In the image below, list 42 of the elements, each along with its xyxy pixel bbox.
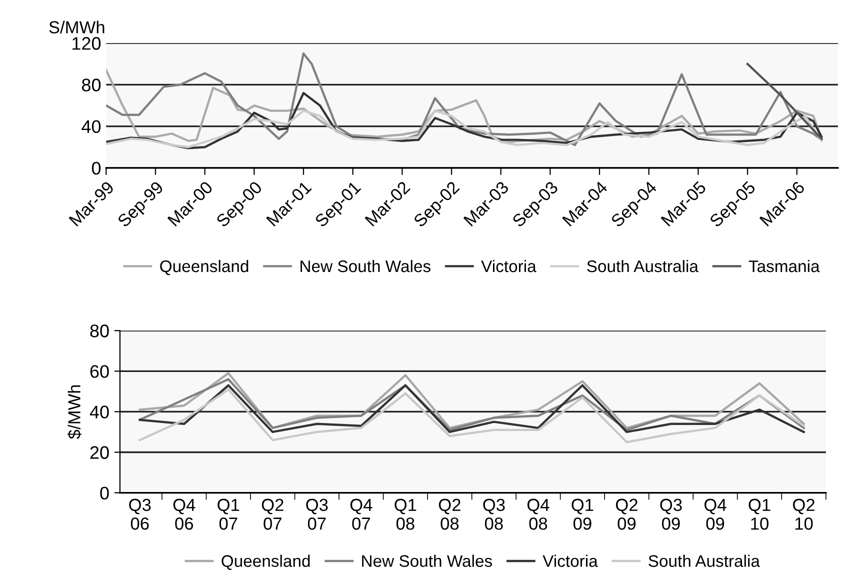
y-tick-label: 40 — [82, 120, 101, 134]
y-tick-label: 40 — [90, 406, 109, 418]
line-series — [106, 69, 823, 144]
x-tick-label: Q4 06 — [173, 498, 196, 530]
legend-label: South Australia — [587, 260, 698, 272]
y-tick-label: 80 — [82, 78, 101, 92]
x-tick-label: Q3 08 — [483, 498, 505, 530]
y-tick-label: 20 — [90, 446, 109, 459]
x-tick-label: Q3 06 — [129, 498, 151, 530]
legend-label: Queensland — [160, 260, 248, 276]
x-tick-label: Q2 08 — [438, 498, 460, 530]
x-tick-label: Q1 07 — [218, 498, 240, 530]
y-tick-label: 0 — [100, 486, 109, 500]
x-tick-label: Q4 08 — [527, 498, 550, 530]
x-tick-label: Q4 07 — [350, 498, 372, 530]
legend-label: Tasmania — [748, 260, 820, 272]
legend-label: New South Wales — [362, 554, 492, 567]
line-series — [746, 62, 823, 140]
y-axis-title: S/MWh — [49, 20, 104, 34]
y-tick-label: 80 — [90, 324, 109, 338]
line-series — [138, 388, 805, 444]
x-tick-label: Q3 07 — [306, 498, 328, 530]
legend-label: South Australia — [648, 554, 760, 567]
y-tick-label: 60 — [90, 365, 109, 378]
x-tick-label: Q2 09 — [616, 498, 638, 530]
legend-label: New South Wales — [300, 260, 430, 272]
y-tick-label: 120 — [72, 37, 101, 50]
x-tick-label: Q1 10 — [748, 498, 770, 530]
legend-label: Victoria — [542, 554, 598, 567]
legend-label: Queensland — [222, 554, 310, 570]
y-axis-title: $/MWh — [67, 385, 82, 440]
legend-label: Victoria — [481, 260, 536, 272]
x-tick-label: Q1 08 — [394, 498, 416, 530]
x-tick-label: Q2 10 — [793, 498, 814, 530]
x-tick-label: Q2 07 — [262, 498, 284, 530]
x-tick-label: Q1 09 — [572, 498, 594, 530]
line-series — [106, 92, 823, 150]
line-series — [106, 52, 823, 146]
x-tick-label: Q3 09 — [660, 498, 682, 530]
y-tick-label: 0 — [92, 162, 101, 175]
line-series — [106, 110, 823, 148]
x-tick-label: Q4 09 — [704, 498, 726, 530]
